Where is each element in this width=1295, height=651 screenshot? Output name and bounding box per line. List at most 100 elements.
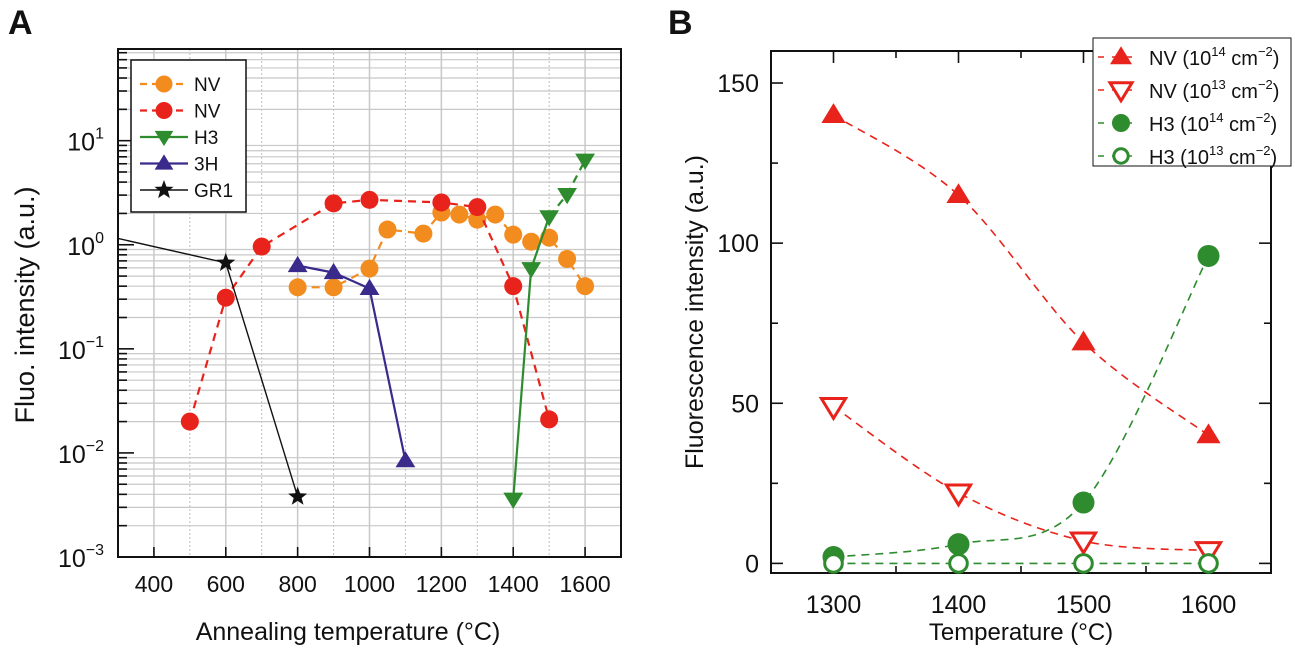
data-point [540,228,559,247]
data-point [948,553,969,574]
y-tick-label: 101 [67,126,104,157]
y-tick-exponent: −2 [86,438,104,455]
data-point [1193,541,1224,566]
y-tick-label: 150 [717,70,759,98]
data-point [288,486,308,505]
x-tick-label: 1000 [344,571,395,597]
legend-label-part: ) [1273,48,1280,70]
data-point [468,210,487,229]
data-point [180,412,199,431]
data-point [504,277,523,296]
legend-label-part: cm [1224,114,1256,136]
data-point [1071,330,1096,351]
legend-label: H3 (1014 cm−2) [1149,110,1277,136]
y-tick-exponent: 1 [95,126,104,143]
data-point [818,397,849,422]
y-tick-base: 10 [58,337,86,365]
legend-label-part: 13 [1209,143,1223,158]
legend-marker [155,75,173,93]
legend-label-part: cm [1226,81,1258,103]
data-point [1197,244,1220,267]
legend-item: H3 [140,128,218,149]
data-point [486,205,505,224]
legend-label: H3 (1013 cm−2) [1149,143,1277,169]
data-point [540,410,559,429]
legend-label: H3 [194,128,218,149]
data-point [557,188,578,205]
data-point [521,262,542,279]
legend-label: 3H [194,155,218,176]
data-point [360,259,379,278]
y-tick-base: 10 [67,129,95,157]
series-line [297,264,407,462]
legend-item: 3H [140,154,218,176]
x-axis-label-a: Annealing temperature (°C) [196,618,501,646]
legend-label: GR1 [194,181,233,202]
data-point [432,193,451,212]
data-point [216,288,235,307]
data-point [288,278,307,297]
x-tick-label: 1300 [806,591,862,619]
data-point [323,262,344,280]
legend-label-part: 13 [1211,77,1225,92]
legend-item: NV (1014 cm−2) [1098,44,1279,70]
data-point [378,220,397,239]
x-tick-label: 800 [278,571,316,597]
x-tick-label: 1200 [416,571,467,597]
y-tick-label: 10−3 [58,542,104,573]
data-point [558,249,577,268]
legend-label-part: cm [1224,147,1256,169]
y-axis-label-b: Fluorescence intensity (a.u.) [681,155,709,469]
data-point [360,190,379,209]
legend-label-part: −2 [1256,110,1271,125]
x-tick-label: 1400 [931,591,987,619]
series-nv-0 [288,203,595,297]
legend-label: NV [194,75,221,96]
data-point [504,225,523,244]
legend-marker [1107,81,1135,104]
legend-marker [1110,46,1132,65]
y-tick-label: 10−1 [58,334,104,365]
x-tick-label: 1600 [559,571,610,597]
data-point [216,252,236,271]
x-tick-label: 1600 [1181,591,1237,619]
data-point [324,278,343,297]
y-tick-label: 100 [717,230,759,258]
grid-a [118,49,621,557]
y-tick-exponent: −3 [86,542,104,559]
x-axis-label-b: Temperature (°C) [929,619,1113,646]
series-line [512,216,551,500]
data-point [359,278,380,295]
legend-label: NV (1013 cm−2) [1149,77,1279,103]
panel-label-a: A [8,4,33,42]
legend-item: H3 (1014 cm−2) [1098,110,1277,136]
series-b-1 [818,397,1224,566]
data-point [946,183,971,204]
legend-label: NV (1014 cm−2) [1149,44,1279,70]
legend-label-part: ) [1271,147,1278,169]
x-tick-label: 400 [135,571,173,597]
y-tick-label: 0 [745,550,759,578]
legend-label-part: −2 [1256,143,1271,158]
panel-a: 400 600 800 1000 1200 1400 160010−310−210−1100… [58,48,622,597]
y-tick-label: 100 [67,230,104,261]
legend-item: GR1 [140,180,233,202]
legend-label-part: cm [1226,48,1258,70]
data-point [943,483,974,508]
legend-item: H3 (1013 cm−2) [1098,143,1277,169]
panel-label-b: B [668,4,693,42]
data-point [947,533,970,556]
y-tick-exponent: 0 [95,230,104,247]
legend-b: NV (1014 cm−2) NV (1013 cm−2) H3 (1014 cm−… [1092,37,1292,169]
legend-a: NV NV H3 3H GR1 [130,59,247,213]
series-b-3 [823,553,1219,574]
legend-label-part: H3 (10 [1149,114,1209,136]
series-a [118,153,595,509]
legend-marker [154,180,174,199]
data-point [1073,553,1094,574]
data-point [503,492,524,509]
data-point [395,451,416,468]
series-nv-1 [180,190,559,431]
legend-label: NV [194,102,221,123]
data-point [252,237,271,256]
